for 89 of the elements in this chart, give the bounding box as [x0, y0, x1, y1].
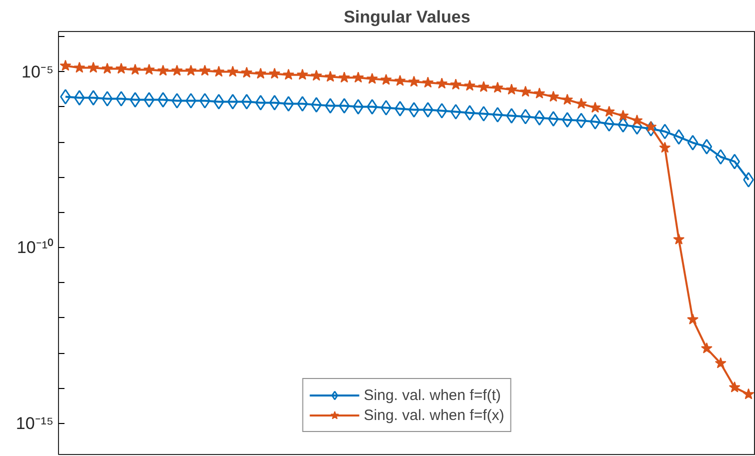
- point: [534, 88, 546, 99]
- point: [352, 99, 364, 115]
- point: [324, 98, 336, 114]
- point: [282, 68, 294, 80]
- point: [520, 86, 532, 97]
- legend-label: Sing. val. when f=f(t): [364, 386, 501, 404]
- point: [436, 78, 448, 89]
- point: [590, 114, 601, 130]
- point: [701, 138, 712, 154]
- point: [130, 92, 141, 108]
- point: [728, 381, 740, 392]
- point: [227, 66, 238, 77]
- point: [673, 129, 684, 145]
- point: [102, 91, 113, 107]
- point: [729, 154, 740, 170]
- point: [338, 72, 350, 83]
- point: [422, 76, 434, 88]
- point: [673, 233, 685, 244]
- point: [659, 142, 671, 153]
- point: [88, 90, 99, 106]
- point: [241, 94, 252, 110]
- point: [700, 342, 712, 354]
- point: [171, 64, 183, 76]
- point: [478, 106, 490, 122]
- point: [659, 124, 670, 140]
- point: [645, 120, 657, 132]
- point: [548, 90, 560, 102]
- chart-title: Singular Values: [344, 8, 470, 26]
- point: [240, 66, 252, 78]
- point: [576, 112, 587, 128]
- point: [715, 149, 726, 165]
- legend-label: Sing. val. when f=f(x): [364, 406, 504, 424]
- point: [310, 70, 322, 81]
- point: [576, 98, 587, 109]
- point: [380, 74, 392, 85]
- point: [255, 94, 266, 110]
- point: [464, 80, 476, 91]
- point: [687, 134, 698, 150]
- point: [116, 62, 127, 74]
- point: [464, 105, 476, 121]
- point: [60, 60, 72, 71]
- point: [492, 82, 504, 93]
- point: [631, 114, 643, 126]
- point: [296, 68, 308, 80]
- point: [380, 100, 392, 116]
- point: [506, 84, 518, 95]
- point: [742, 388, 754, 400]
- point: [129, 64, 141, 75]
- point: [562, 112, 573, 128]
- y-tick-label: 10⁻¹⁰: [16, 238, 54, 258]
- point: [366, 99, 378, 115]
- point: [478, 80, 490, 92]
- y-tick-label: 10⁻⁵: [22, 62, 54, 82]
- point: [157, 64, 169, 76]
- point: [213, 66, 225, 77]
- point: [143, 64, 155, 75]
- point: [714, 357, 726, 368]
- point: [310, 97, 322, 113]
- point: [268, 68, 280, 79]
- point: [604, 116, 615, 132]
- point: [199, 64, 211, 76]
- point: [74, 90, 85, 106]
- point: [422, 102, 434, 118]
- point: [102, 62, 114, 74]
- point: [687, 313, 698, 324]
- point: [199, 93, 210, 109]
- point: [213, 94, 224, 110]
- point: [352, 72, 364, 83]
- point: [116, 91, 127, 107]
- point: [450, 104, 462, 120]
- point: [254, 68, 266, 79]
- point: [562, 94, 574, 105]
- point: [394, 74, 406, 86]
- point: [185, 64, 197, 76]
- point: [366, 72, 378, 84]
- point: [88, 62, 100, 73]
- point: [617, 110, 629, 121]
- point: [408, 76, 420, 87]
- point: [548, 111, 559, 127]
- point: [74, 62, 86, 73]
- point: [450, 78, 462, 90]
- y-tick-label: 10⁻¹⁵: [16, 414, 54, 433]
- point: [60, 89, 71, 104]
- point: [492, 107, 504, 122]
- point: [144, 92, 155, 108]
- point: [324, 70, 336, 82]
- point: [436, 102, 448, 118]
- point: [338, 98, 350, 114]
- point: [227, 94, 238, 110]
